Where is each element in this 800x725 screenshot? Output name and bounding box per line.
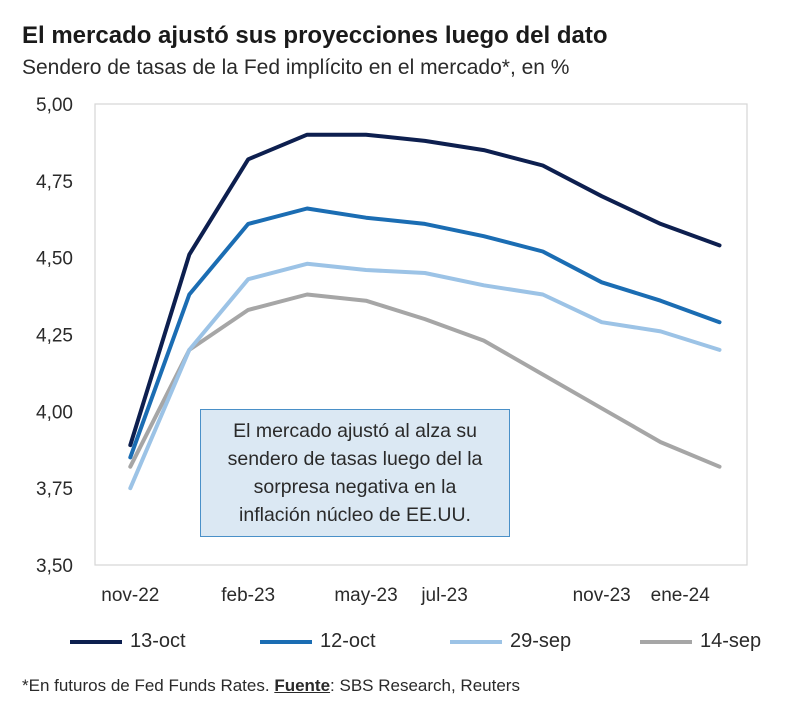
legend: 13-oct 12-oct 29-sep 14-sep xyxy=(70,630,800,653)
footnote-prefix: *En futuros de Fed Funds Rates. xyxy=(22,676,275,695)
footnote-source-label: Fuente xyxy=(274,676,331,695)
x-tick-label: nov-23 xyxy=(573,585,631,606)
y-tick-label: 4,00 xyxy=(36,402,73,423)
y-tick-label: 4,25 xyxy=(36,326,73,347)
annotation-box: El mercado ajustó al alza su sendero de … xyxy=(200,409,510,537)
y-tick-label: 3,75 xyxy=(36,479,73,500)
footnote: *En futuros de Fed Funds Rates. Fuente: … xyxy=(22,676,520,696)
legend-label-12-oct: 12-oct xyxy=(320,630,376,652)
x-tick-label: may-23 xyxy=(334,585,397,606)
series-line-29-sep xyxy=(128,261,722,491)
series-line-13-oct xyxy=(128,132,722,448)
y-tick-label: 5,00 xyxy=(36,95,73,116)
y-axis-ticks: 5,00 4,75 4,50 4,25 4,00 3,75 3,50 xyxy=(36,95,73,577)
chart-title: El mercado ajustó sus proyecciones luego… xyxy=(22,22,608,49)
legend-swatch-12-oct xyxy=(260,639,312,644)
legend-swatch-13-oct xyxy=(70,639,122,644)
legend-label-13-oct: 13-oct xyxy=(130,630,186,652)
legend-swatch-29-sep xyxy=(450,639,502,644)
series-line-12-oct xyxy=(128,206,722,460)
series-lines xyxy=(128,132,722,491)
x-tick-label: feb-23 xyxy=(221,585,275,606)
series-line-14-sep xyxy=(128,292,722,469)
annotation-text: El mercado ajustó al alza su sendero de … xyxy=(227,420,483,526)
legend-item-14-sep: 14-sep xyxy=(640,630,800,653)
footnote-source-text: : SBS Research, Reuters xyxy=(330,676,520,695)
y-tick-label: 4,75 xyxy=(36,172,73,193)
legend-item-29-sep: 29-sep xyxy=(450,630,640,653)
y-tick-label: 3,50 xyxy=(36,556,73,577)
x-tick-label: jul-23 xyxy=(420,585,467,606)
legend-item-13-oct: 13-oct xyxy=(70,630,260,653)
x-tick-label: ene-24 xyxy=(651,585,711,606)
x-tick-label: nov-22 xyxy=(101,585,159,606)
legend-item-12-oct: 12-oct xyxy=(260,630,450,653)
y-tick-label: 4,50 xyxy=(36,249,73,270)
chart-subtitle: Sendero de tasas de la Fed implícito en … xyxy=(22,56,570,79)
x-axis-ticks: nov-22 feb-23 may-23 jul-23 nov-23 ene-24 xyxy=(101,585,710,606)
legend-label-29-sep: 29-sep xyxy=(510,630,572,652)
legend-label-14-sep: 14-sep xyxy=(700,630,762,652)
plot-area-frame xyxy=(94,103,748,566)
legend-swatch-14-sep xyxy=(640,639,692,644)
